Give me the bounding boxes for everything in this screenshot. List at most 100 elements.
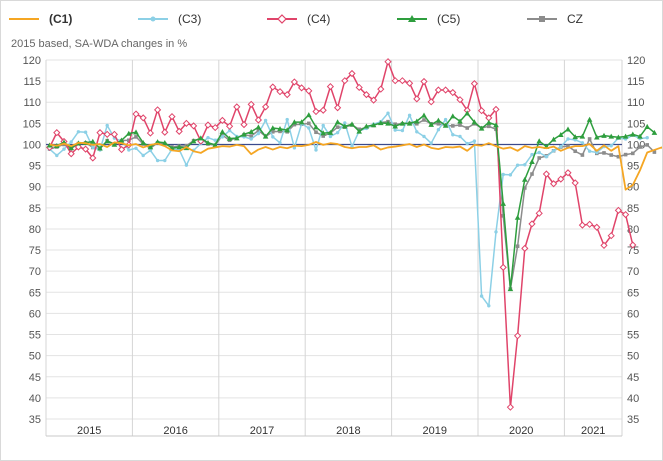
legend-item-3: (C5) (397, 12, 460, 26)
point-4-40 (335, 125, 340, 129)
point-2-79 (614, 206, 623, 214)
point-3-63 (500, 200, 506, 206)
legend-label-0: (C1) (49, 12, 72, 26)
point-2-78 (607, 232, 615, 240)
point-3-27 (241, 131, 247, 137)
point-3-28 (248, 129, 254, 135)
series-2 (45, 58, 637, 411)
point-3-43 (356, 128, 362, 134)
point-1-40 (335, 130, 340, 135)
point-3-29 (255, 124, 262, 130)
y-tick-right-45: 45 (627, 372, 639, 384)
point-1-32 (278, 141, 282, 145)
point-1-70 (551, 149, 556, 153)
point-4-74 (580, 153, 585, 157)
legend-marker-1 (150, 16, 156, 22)
point-2-29 (254, 116, 263, 124)
y-tick-right-90: 90 (627, 182, 639, 194)
point-1-67 (530, 152, 534, 157)
point-3-34 (291, 119, 298, 125)
point-2-65 (513, 332, 522, 340)
point-1-56 (451, 133, 455, 137)
point-1-22 (206, 136, 210, 140)
point-2-25 (225, 122, 234, 130)
point-1-78 (609, 144, 613, 148)
point-4-57 (458, 123, 462, 127)
point-3-65 (514, 214, 521, 220)
point-3-13 (140, 139, 146, 146)
point-1-34 (292, 146, 297, 150)
vertical-grid (45, 60, 623, 436)
point-1-54 (436, 127, 441, 132)
point-2-6 (89, 154, 97, 162)
point-2-3 (67, 150, 75, 158)
y-tick-left-75: 75 (29, 245, 41, 257)
point-4-75 (587, 137, 592, 141)
point-2-43 (355, 83, 363, 92)
point-4-52 (422, 118, 426, 122)
point-2-68 (535, 209, 543, 217)
y-tick-left-90: 90 (29, 182, 41, 194)
year-label-2016: 2016 (163, 425, 187, 437)
legend-marker-4 (539, 16, 545, 22)
year-label-2019: 2019 (423, 425, 447, 437)
point-1-24 (220, 135, 225, 139)
point-1-25 (227, 128, 232, 133)
point-2-16 (161, 128, 169, 136)
legend-marker-2 (277, 14, 287, 24)
point-1-30 (263, 118, 268, 123)
point-1-36 (307, 126, 311, 130)
y-tick-left-40: 40 (29, 393, 41, 405)
point-2-12 (132, 110, 140, 118)
point-2-56 (449, 88, 457, 97)
point-2-66 (521, 244, 529, 252)
point-3-24 (219, 129, 226, 135)
point-1-68 (537, 150, 541, 155)
point-3-12 (133, 129, 139, 135)
point-4-51 (415, 121, 419, 126)
legend-marker-3 (408, 15, 416, 22)
point-3-8 (104, 138, 110, 144)
point-1-41 (343, 121, 347, 125)
point-3-10 (118, 137, 125, 143)
point-3-80 (622, 133, 629, 139)
point-4-67 (530, 172, 534, 176)
point-2-75 (585, 220, 594, 228)
point-1-29 (256, 131, 261, 136)
point-3-41 (342, 123, 348, 129)
point-4-80 (623, 152, 628, 157)
point-4-65 (515, 244, 520, 249)
y-tick-right-40: 40 (627, 393, 639, 405)
point-2-53 (427, 98, 435, 106)
point-3-76 (594, 134, 600, 140)
point-3-16 (162, 139, 168, 146)
point-2-74 (578, 221, 587, 229)
point-2-51 (413, 95, 421, 103)
point-3-31 (270, 125, 276, 131)
chart-subtitle: 2015 based, SA-WDA changes in % (11, 38, 187, 50)
point-1-12 (134, 146, 138, 150)
point-2-22 (204, 121, 212, 129)
point-3-79 (615, 134, 622, 140)
point-3-7 (97, 145, 103, 151)
point-4-11 (127, 138, 131, 143)
point-1-6 (91, 145, 95, 150)
point-1-61 (487, 304, 491, 308)
point-1-76 (595, 150, 599, 155)
point-1-63 (501, 172, 505, 177)
point-2-5 (81, 145, 90, 153)
y-tick-left-85: 85 (29, 203, 41, 215)
point-3-18 (176, 144, 182, 150)
point-3-45 (370, 122, 377, 128)
point-4-12 (134, 135, 138, 139)
y-tick-left-55: 55 (29, 330, 41, 342)
point-2-55 (441, 86, 450, 94)
point-2-32 (276, 88, 284, 96)
year-label-2021: 2021 (581, 425, 605, 437)
point-4-77 (602, 151, 606, 155)
point-3-70 (550, 136, 557, 142)
point-2-41 (341, 77, 349, 85)
point-2-19 (182, 119, 191, 127)
point-2-46 (377, 85, 385, 93)
